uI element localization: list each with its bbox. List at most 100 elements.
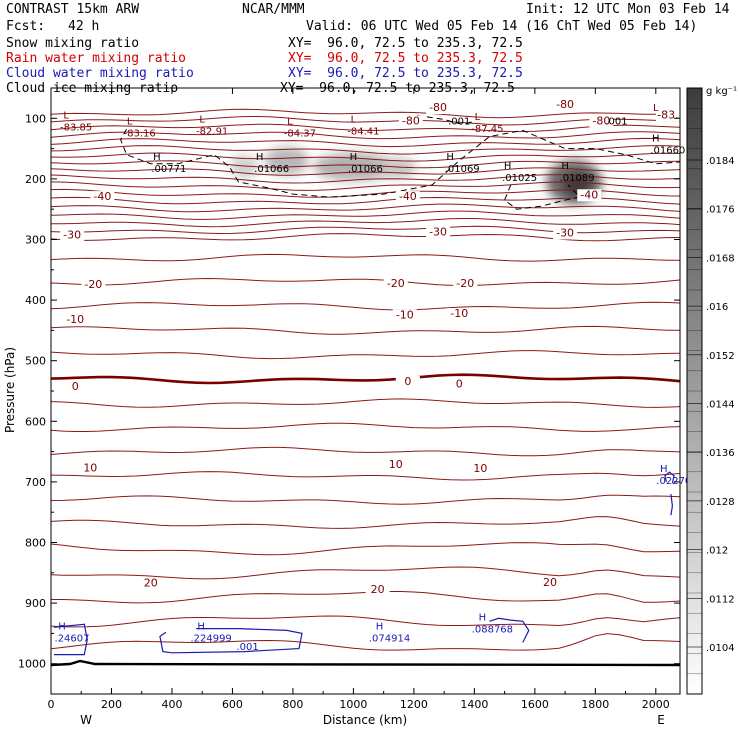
legend-rain-xy: XY= 96.0, 72.5 to 235.3, 72.5: [288, 51, 523, 66]
temperature-contour-label: 10: [389, 458, 403, 471]
contour-label-bg: [447, 378, 472, 391]
temperature-minimum-value: -87.45: [471, 124, 503, 135]
y-tick-label: 600: [25, 415, 46, 428]
temperature-contour: [51, 446, 680, 457]
temperature-contour: [51, 633, 680, 651]
y-tick-label: 200: [25, 173, 46, 186]
cloud-water-maximum-marker: H: [660, 464, 668, 475]
cloud-ice-maximum-value: .01025: [502, 173, 537, 184]
contour-label-bg: [81, 278, 106, 291]
contour-label-bg: [395, 191, 420, 204]
temperature-contour: [51, 494, 680, 505]
colorbar-label: .0104: [706, 643, 735, 654]
temperature-contour: [51, 160, 680, 169]
contour-label-bg: [78, 462, 103, 475]
temperature-contour: [51, 615, 680, 628]
temperature-contour-label: -40: [399, 190, 417, 203]
temperature-contour-label: -80: [402, 114, 420, 127]
temperature-contour: [51, 591, 680, 604]
init-time: Init: 12 UTC Mon 03 Feb 14: [526, 2, 730, 17]
y-tick-label: 900: [25, 597, 46, 610]
x-tick-label: 1400: [460, 698, 488, 711]
plot-title: CONTRAST 15km ARW: [6, 2, 140, 17]
x-axis-east-label: E: [657, 713, 665, 727]
contour-label-bg: [537, 577, 562, 590]
temperature-minimum-value: -84.41: [347, 127, 379, 138]
temperature-contour: [51, 137, 680, 148]
x-tick-label: 0: [48, 698, 55, 711]
x-tick-label: 600: [222, 698, 243, 711]
temperature-contour-label: -40: [93, 190, 111, 203]
x-axis-title: Distance (km): [323, 713, 407, 727]
colorbar-label: .0152: [706, 351, 735, 362]
temperature-contour-label: 20: [543, 576, 557, 589]
temperature-contour: [51, 471, 680, 481]
temperature-minimum-marker: L: [127, 116, 133, 127]
valid-time: Valid: 06 UTC Wed 05 Feb 14 (16 ChT Wed …: [306, 19, 698, 34]
temperature-contour: [51, 210, 680, 220]
temperature-minimum-marker: L: [287, 116, 293, 127]
contour-label-bg: [138, 577, 163, 590]
temperature-contour: [51, 115, 680, 126]
contour-label-bg: [90, 191, 115, 204]
cloud-ice-maximum-marker: H: [446, 152, 454, 163]
contour-label-bg: [577, 189, 602, 202]
y-axis-title: Pressure (hPa): [3, 347, 17, 433]
cloud-water-maximum-marker: H: [58, 621, 66, 632]
cloud-water-contour: [489, 617, 530, 643]
cloud-ice-maximum-marker: H: [350, 152, 358, 163]
x-tick-label: 1800: [581, 698, 609, 711]
contour-label-bg: [392, 309, 417, 322]
temperature-contour: [51, 350, 680, 360]
temperature-minimum-marker: L: [199, 115, 205, 126]
temperature-contour: [51, 108, 680, 119]
temperature-contour: [51, 174, 680, 184]
contour-label-bg: [383, 277, 408, 290]
temperature-contour-label: 0: [456, 377, 463, 390]
temperature-minimum-value: -82.91: [196, 127, 228, 138]
temperature-contour: [51, 542, 680, 556]
colorbar-label: .0112: [706, 594, 735, 605]
cloud-water-maximum-value: .074914: [369, 633, 410, 644]
cloud-ice-maximum-value: .01069: [445, 164, 480, 175]
temperature-minimum-marker: L: [653, 103, 659, 114]
cloud-ice-contour-label: .001: [605, 116, 627, 127]
temperature-contour-label: -20: [84, 278, 102, 291]
temperature-minimum-marker: L: [351, 115, 357, 126]
x-tick-label: 400: [161, 698, 182, 711]
contour-label-bg: [453, 277, 478, 290]
legend-snow-name: Snow mixing ratio: [6, 36, 140, 51]
y-tick-label: 1000: [18, 658, 46, 671]
contour-label-bg: [395, 375, 420, 388]
temperature-contour: [51, 566, 680, 580]
contour-label-bg: [426, 102, 451, 115]
legend-rain-name: Rain water mixing ratio: [6, 51, 187, 66]
temperature-contour: [51, 181, 680, 191]
temperature-minimum-marker: L: [475, 112, 481, 123]
temperature-minimum-value: -83.16: [124, 128, 156, 139]
temperature-contour-label: -30: [63, 228, 81, 241]
contour-label-bg: [398, 115, 423, 128]
temperature-contour-label: -83.: [657, 108, 678, 121]
cloud-ice-maximum-value: .01089: [560, 173, 595, 184]
cloud-ice-maximum-marker: H: [504, 161, 512, 172]
legend-snow-xy: XY= 96.0, 72.5 to 235.3, 72.5: [288, 36, 523, 51]
cloud-ice-maximum-value: .01066: [254, 164, 289, 175]
colorbar-label: .0184: [706, 156, 735, 167]
temperature-minimum-marker: L: [63, 110, 69, 121]
cloud-ice-maximum-marker: H: [652, 134, 660, 145]
contour-label-bg: [63, 380, 88, 393]
temperature-contour: [51, 203, 680, 213]
temperature-contour: [51, 131, 680, 140]
temperature-minimum-value: -83.85: [60, 122, 92, 133]
cloud-water-maximum-marker: H: [197, 621, 205, 632]
contour-label-bg: [426, 226, 451, 239]
y-tick-label: 300: [25, 234, 46, 247]
y-tick-label: 100: [25, 112, 46, 125]
colorbar-label: .0144: [706, 400, 735, 411]
y-tick-label: 500: [25, 355, 46, 368]
cloud-ice-contour-label: .001: [448, 116, 470, 127]
cloud-ice-maximum-value: .01660: [650, 146, 685, 157]
legend-cloudwater-xy: XY= 96.0, 72.5 to 235.3, 72.5: [288, 66, 523, 81]
colorbar-label: .0176: [706, 205, 735, 216]
